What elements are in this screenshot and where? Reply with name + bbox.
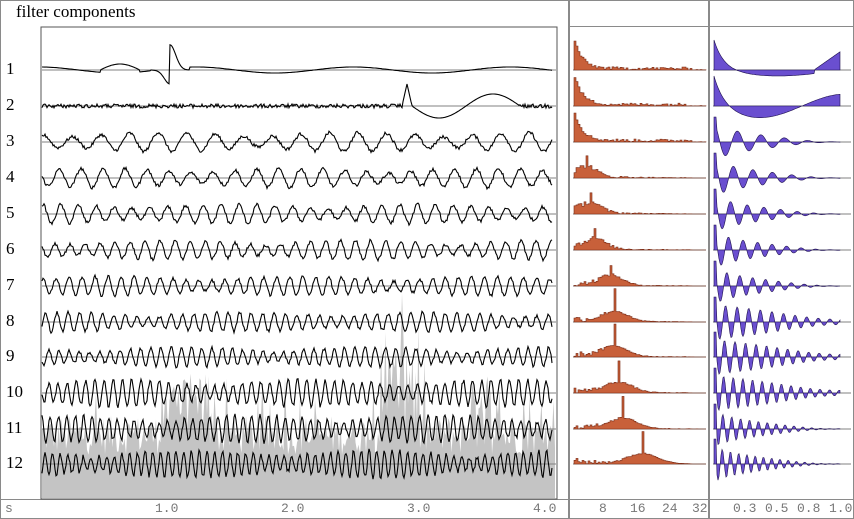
chart-title: filter components bbox=[16, 2, 136, 21]
row-label: 5 bbox=[6, 203, 15, 222]
row-label: 8 bbox=[6, 311, 15, 330]
freq-tick-label: 24 bbox=[662, 501, 678, 516]
header-divider bbox=[570, 26, 854, 27]
row-label: 4 bbox=[6, 167, 15, 186]
row-label: 11 bbox=[6, 418, 23, 437]
row-label: 12 bbox=[6, 453, 23, 472]
panel-divider-main bbox=[568, 0, 570, 519]
freq-tick-label: 16 bbox=[630, 501, 646, 516]
acf-tick-label: 0.8 bbox=[797, 501, 821, 516]
acf-tick-label: 0.3 bbox=[733, 501, 757, 516]
x-tick-label: 3.0 bbox=[407, 501, 431, 516]
row-label: 2 bbox=[6, 95, 15, 114]
freq-tick-label: 32 bbox=[692, 501, 708, 516]
x-tick-label: 2.0 bbox=[281, 501, 305, 516]
x-tick-label: 1.0 bbox=[155, 501, 179, 516]
acf-tick-label: 0.5 bbox=[765, 501, 789, 516]
panel-divider-freq bbox=[708, 0, 710, 519]
x-tick-label: 4.0 bbox=[533, 501, 557, 516]
row-label: 3 bbox=[6, 131, 15, 150]
freq-tick-label: 8 bbox=[599, 501, 607, 516]
row-label: 10 bbox=[6, 382, 23, 401]
row-label: 6 bbox=[6, 239, 15, 258]
row-label: 1 bbox=[6, 59, 15, 78]
acf-tick-label: 1.0 bbox=[829, 501, 853, 516]
row-label: 7 bbox=[6, 275, 15, 294]
x-unit-label: s bbox=[5, 501, 13, 516]
row-label: 9 bbox=[6, 346, 15, 365]
